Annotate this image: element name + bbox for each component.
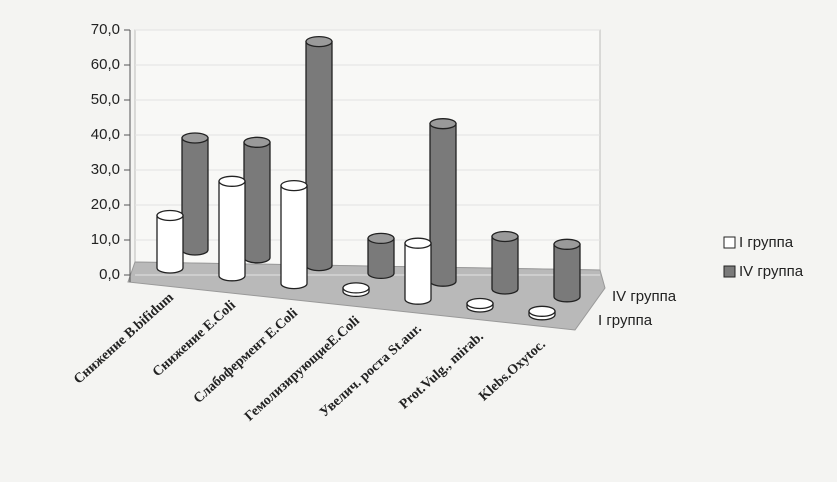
cylinder-top <box>528 305 556 317</box>
y-tick-label: 0,0 <box>99 266 120 283</box>
cylinder-body <box>156 214 184 274</box>
y-tick-label: 40,0 <box>91 126 120 143</box>
cylinder-top <box>181 132 209 144</box>
y-tick-label: 10,0 <box>91 231 120 248</box>
cylinder-top <box>305 35 333 48</box>
cylinder <box>181 132 209 256</box>
cylinder <box>491 230 519 295</box>
cylinder <box>218 175 246 282</box>
legend-label: I группа <box>739 234 794 251</box>
legend-label: IV группа <box>739 263 804 280</box>
cylinder-body <box>280 184 308 290</box>
cylinder <box>553 238 581 303</box>
cylinder-top <box>243 136 271 148</box>
legend-swatch <box>723 236 736 249</box>
cylinder <box>280 179 308 290</box>
cylinder-body <box>305 40 333 272</box>
cylinder-body <box>404 242 432 305</box>
floor <box>127 261 606 331</box>
cylinder-body <box>429 123 457 287</box>
y-tick-label: 70,0 <box>91 21 120 38</box>
cylinder-top <box>466 297 494 310</box>
cylinder-body <box>367 237 395 280</box>
y-tick-label: 20,0 <box>91 196 120 213</box>
depth-label: I группа <box>598 312 653 329</box>
cylinder-top <box>404 237 432 249</box>
cylinder-top <box>218 175 246 187</box>
cylinder <box>156 209 184 274</box>
cylinder <box>305 35 333 272</box>
cylinder-top <box>553 238 581 250</box>
cylinder-top <box>429 118 457 130</box>
cylinder-top <box>491 230 519 243</box>
y-tick-label: 50,0 <box>91 91 120 108</box>
y-tick-label: 30,0 <box>91 161 120 178</box>
cylinder <box>367 232 395 280</box>
cylinder-top <box>342 282 370 294</box>
x-tick-label: ГемолизирующиеE.Coli <box>242 314 363 425</box>
x-tick-label: Klebs.Oxytoc. <box>476 337 548 404</box>
cylinder-top <box>367 232 395 245</box>
cylinder-top <box>156 209 184 222</box>
cylinder-body <box>491 235 519 295</box>
y-tick-label: 60,0 <box>91 56 120 73</box>
depth-label: IV группа <box>612 288 677 305</box>
cylinder-body <box>218 180 246 282</box>
cylinder <box>342 282 370 298</box>
cylinder <box>404 237 432 305</box>
cylinder-top <box>280 179 308 192</box>
cylinder-body <box>243 141 271 264</box>
cylinder <box>466 297 494 313</box>
cylinder <box>528 305 556 321</box>
cylinder <box>429 118 457 287</box>
legend-swatch <box>723 265 736 278</box>
cylinder <box>243 136 271 264</box>
cylinder-body <box>553 243 581 303</box>
cylinder-body <box>181 137 209 256</box>
